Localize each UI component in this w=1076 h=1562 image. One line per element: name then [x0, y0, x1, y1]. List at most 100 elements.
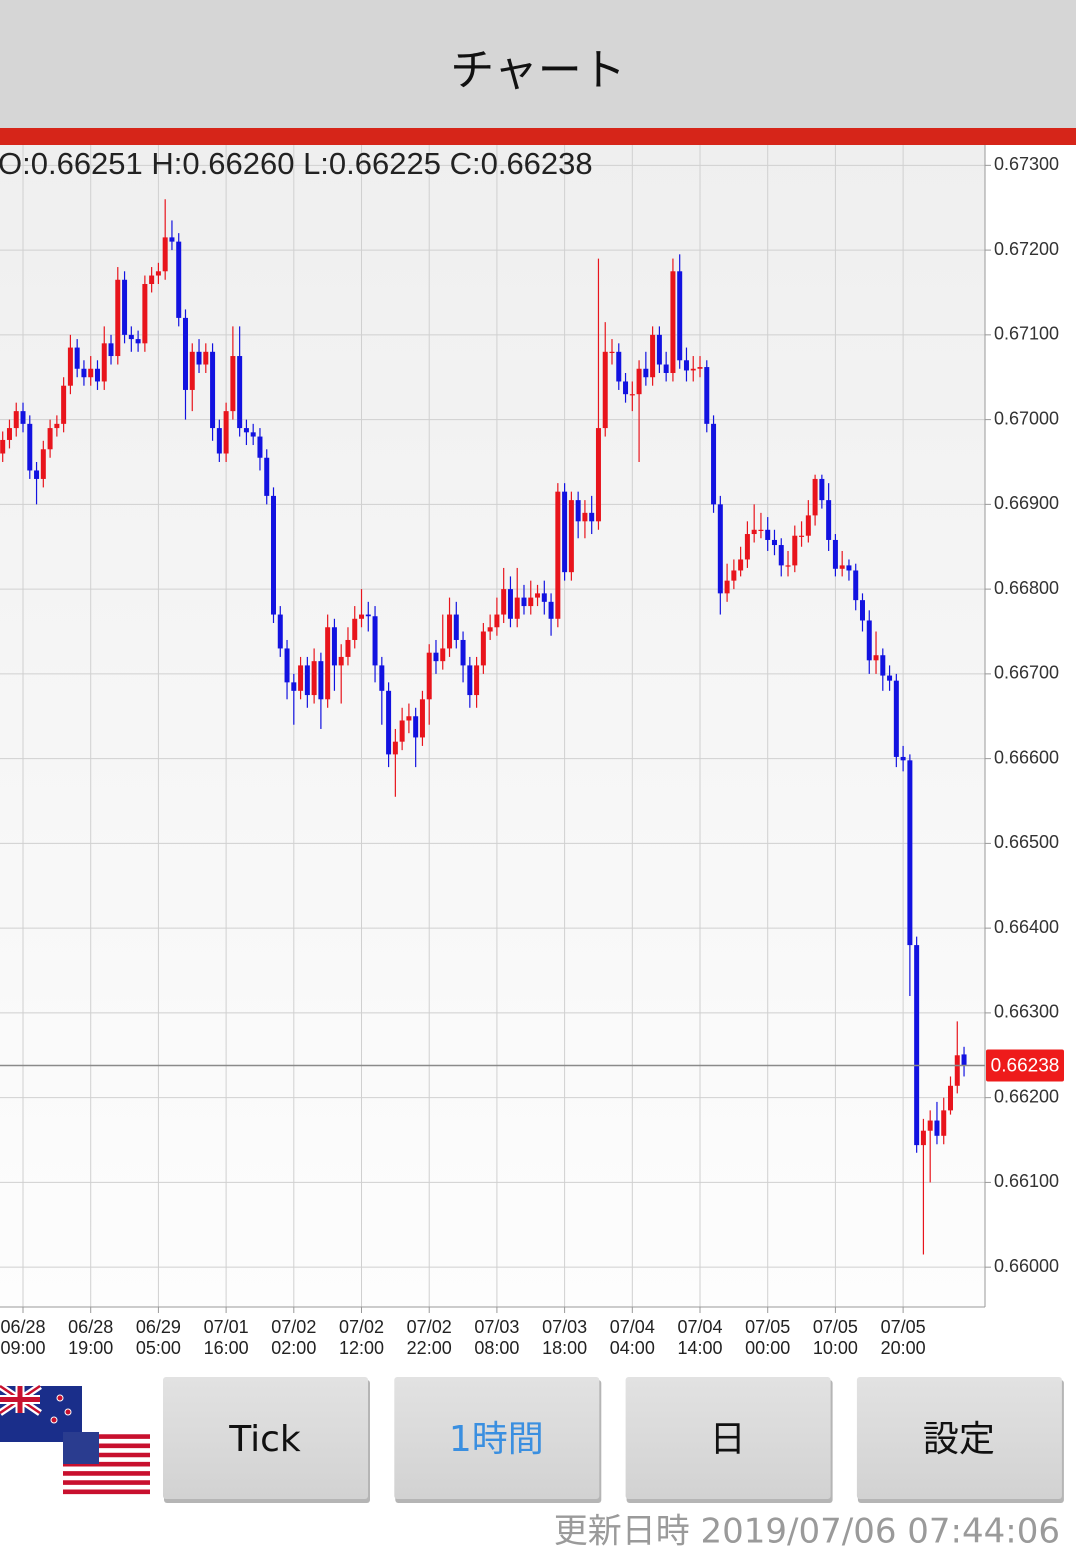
- button-label[interactable]: 設定: [923, 1419, 995, 1460]
- candle-body: [176, 241, 182, 318]
- candle-body: [61, 385, 67, 424]
- candle-body: [494, 614, 500, 628]
- x-tick-label-time: 08:00: [474, 1338, 519, 1358]
- updated-at: 更新日時 2019/07/06 07:44:06: [554, 1512, 1060, 1552]
- candle-body: [893, 680, 899, 757]
- x-tick-label-time: 04:00: [610, 1338, 655, 1358]
- candle-body: [447, 614, 453, 649]
- x-tick-label-time: 05:00: [136, 1338, 181, 1358]
- candle-body: [643, 368, 649, 378]
- button-label[interactable]: 日: [710, 1419, 746, 1460]
- x-tick-label-date: 07/02: [271, 1317, 316, 1337]
- toolbar-button[interactable]: 1時間: [394, 1377, 602, 1503]
- candle-body: [318, 661, 324, 700]
- candle-body: [149, 275, 155, 284]
- grid: [0, 145, 985, 1307]
- candle-body: [453, 614, 459, 640]
- candle-body: [386, 690, 392, 755]
- y-tick-label: 0.67100: [994, 324, 1059, 344]
- x-tick-label-time: 22:00: [407, 1338, 452, 1358]
- x-tick-label-time: 18:00: [542, 1338, 587, 1358]
- candle-body: [196, 351, 202, 365]
- button-label[interactable]: Tick: [228, 1419, 301, 1460]
- candle-body: [751, 529, 757, 535]
- candle-body: [948, 1085, 953, 1111]
- x-tick-label-date: 06/28: [68, 1317, 113, 1337]
- button-face[interactable]: [394, 1377, 600, 1499]
- candles: [0, 199, 985, 1255]
- candle-body: [433, 652, 439, 662]
- x-tick-label-time: 16:00: [204, 1338, 249, 1358]
- last-price-box: [986, 1049, 1064, 1082]
- candle-body: [101, 343, 107, 382]
- button-face[interactable]: [856, 1377, 1062, 1499]
- x-tick-label-time: 09:00: [0, 1338, 45, 1358]
- candle-body: [0, 439, 6, 454]
- us-canton: [63, 1432, 99, 1464]
- candle-body: [331, 627, 337, 666]
- toolbar-button[interactable]: Tick: [163, 1377, 370, 1503]
- candle-body: [237, 356, 243, 429]
- candle-body: [778, 545, 784, 566]
- candle-body: [142, 283, 148, 344]
- candle-body: [413, 716, 419, 738]
- candle-body: [927, 1120, 933, 1131]
- candle-body: [853, 570, 859, 601]
- candle-body: [562, 491, 568, 573]
- candle-body: [514, 597, 520, 619]
- x-tick-label-date: 07/02: [339, 1317, 384, 1337]
- y-tick-label: 0.66400: [994, 917, 1059, 937]
- x-tick-label-time: 12:00: [339, 1338, 384, 1358]
- candle-body: [535, 593, 541, 598]
- candle-body: [548, 601, 554, 619]
- candle-body: [914, 945, 920, 1146]
- candle-body: [257, 436, 263, 458]
- candle-body: [839, 565, 845, 569]
- us-stripes: [63, 1434, 150, 1495]
- candle-body: [440, 648, 446, 662]
- candle-body: [765, 529, 771, 540]
- y-tick-label: 0.66800: [994, 578, 1059, 598]
- candle-body: [771, 539, 777, 546]
- candle-body: [264, 457, 270, 496]
- candle-body: [243, 428, 249, 433]
- candle-body: [67, 347, 73, 386]
- candle-body: [74, 347, 80, 369]
- candle-body: [792, 535, 798, 566]
- x-tick-label-date: 07/04: [677, 1317, 722, 1337]
- y-tick-label: 0.66000: [994, 1256, 1059, 1276]
- candle-body: [859, 600, 865, 621]
- candle-body: [6, 428, 12, 440]
- nz-star: [50, 1416, 58, 1424]
- toolbar-button[interactable]: 設定: [856, 1377, 1064, 1503]
- candle-body: [230, 356, 236, 412]
- button-face[interactable]: [163, 1377, 368, 1499]
- x-tick-label-date: 07/03: [542, 1317, 587, 1337]
- x-tick-label-date: 06/29: [136, 1317, 181, 1337]
- candle-body: [419, 699, 425, 738]
- candle-body: [467, 665, 473, 696]
- candle-body: [920, 1130, 926, 1146]
- candle-body: [182, 317, 188, 390]
- candle-body: [636, 368, 642, 395]
- candle-body: [670, 271, 676, 373]
- x-tick-label-date: 07/05: [813, 1317, 858, 1337]
- nz-union-cross-red: [0, 1386, 40, 1413]
- candle-body: [284, 648, 290, 683]
- candle-body: [426, 652, 432, 700]
- button-face[interactable]: [625, 1377, 831, 1499]
- candle-body: [541, 593, 547, 602]
- button-label[interactable]: 1時間: [449, 1419, 544, 1460]
- candle-body: [697, 367, 703, 369]
- candle-body: [656, 334, 662, 365]
- candle-body: [189, 351, 195, 390]
- candle-body: [365, 614, 371, 617]
- toolbar: Tick 1時間 日 設定: [163, 1377, 1064, 1503]
- candle-body: [47, 428, 53, 450]
- candle-body: [216, 428, 222, 454]
- candle-body: [623, 381, 629, 395]
- candle-body: [954, 1055, 960, 1086]
- candle-body: [812, 478, 818, 516]
- toolbar-button[interactable]: 日: [625, 1377, 833, 1503]
